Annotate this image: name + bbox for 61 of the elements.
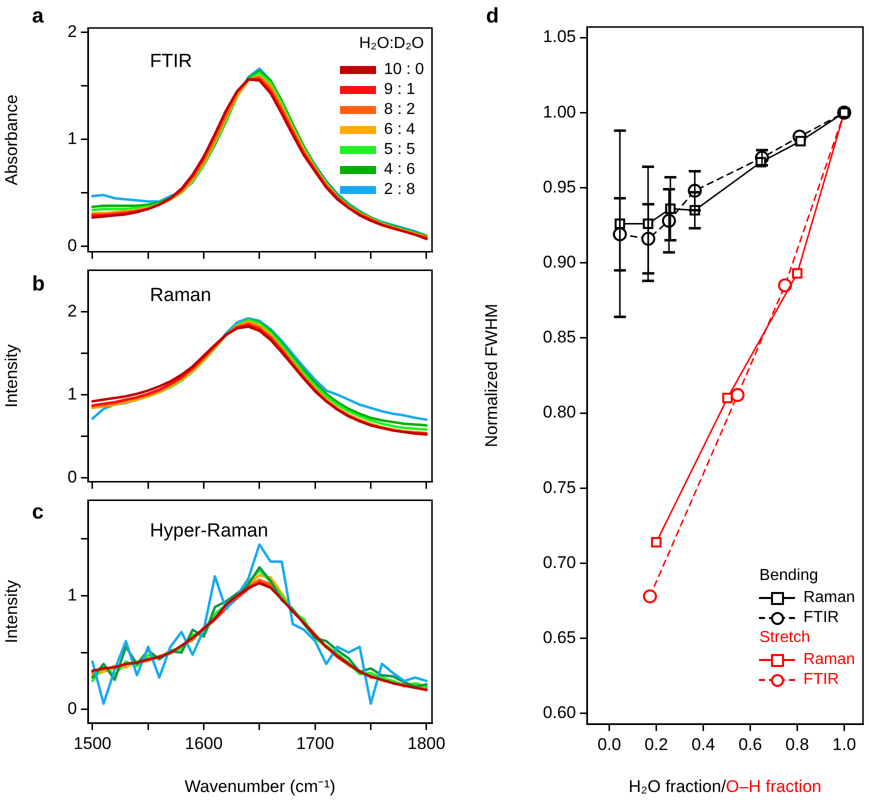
y-tick-label: 1: [68, 585, 77, 604]
y-tick-label: 0.85: [542, 328, 576, 347]
x-axis-title: H₂O fraction/O–H fraction: [628, 777, 822, 796]
point: [730, 388, 745, 402]
x-tick-label: 1.0: [832, 734, 856, 754]
x-tick-label: 0.4: [691, 734, 716, 754]
y-axis-title: Intensity: [2, 344, 21, 408]
y-tick-label: 0.70: [542, 552, 576, 572]
annotation: Hyper-Raman: [150, 520, 268, 542]
legend-label: Raman: [803, 650, 855, 670]
legend-label: FTIR: [803, 608, 839, 628]
legend-label: 8 : 2: [384, 100, 416, 120]
x-axis-title: Wavenumber (cm⁻¹): [184, 777, 336, 796]
legend-label: 4 : 6: [384, 160, 416, 180]
point: [792, 268, 802, 279]
y-tick-label: 0.80: [542, 402, 576, 422]
annotation: Bending: [759, 566, 820, 586]
point: [651, 536, 662, 548]
point: [642, 589, 657, 604]
legend-label: 9 : 1: [384, 80, 416, 100]
point: [778, 278, 792, 292]
y-tick-label: 2: [68, 301, 77, 320]
y-tick-label: 1.00: [542, 102, 576, 122]
legend-label: Raman: [803, 588, 855, 608]
y-axis-title: Normalized FWHM: [482, 304, 501, 448]
chart-title: c: [32, 500, 44, 524]
chart-title: a: [32, 4, 44, 28]
x-tick-label: 0.2: [644, 734, 668, 754]
annotation: FTIR: [150, 50, 192, 72]
x-tick-label: 1700: [296, 734, 334, 753]
x-tick-label: 1800: [408, 734, 446, 753]
y-tick-label: 0.95: [542, 177, 576, 196]
y-tick-label: 0: [68, 467, 77, 486]
y-tick-label: 0.75: [542, 478, 576, 497]
legend-label: FTIR: [803, 670, 839, 690]
y-axis-title: Absorbance: [2, 94, 21, 186]
legend-title: H₂O:D₂O: [358, 34, 424, 54]
x-tick-label: 0.6: [738, 734, 762, 754]
y-tick-label: 2: [68, 22, 77, 41]
y-tick-label: 0.90: [542, 252, 576, 272]
x-tick-label: 0.8: [785, 734, 810, 754]
y-tick-label: 0: [68, 236, 77, 256]
legend-label: 10 : 0: [384, 60, 424, 80]
y-tick-label: 0.65: [542, 628, 576, 648]
chart-title: b: [32, 272, 45, 296]
x-tick-label: 1600: [184, 734, 223, 753]
point: [722, 392, 733, 404]
y-tick-label: 1: [68, 129, 77, 148]
x-tick-label: 1500: [74, 734, 112, 753]
y-tick-label: 1: [68, 384, 77, 404]
legend-label: 2 : 8: [384, 180, 416, 200]
legend-label: 5 : 5: [384, 140, 416, 160]
y-tick-label: 0: [68, 699, 77, 718]
y-tick-label: 1.05: [542, 27, 576, 46]
chart-title: d: [486, 4, 499, 28]
y-tick-label: 0.60: [542, 703, 576, 722]
annotation: Stretch: [759, 628, 812, 648]
y-axis-title: Intensity: [2, 579, 21, 644]
annotation: Raman: [150, 284, 212, 306]
legend-label: 6 : 4: [384, 120, 416, 140]
x-tick-label: 0.0: [597, 734, 622, 754]
